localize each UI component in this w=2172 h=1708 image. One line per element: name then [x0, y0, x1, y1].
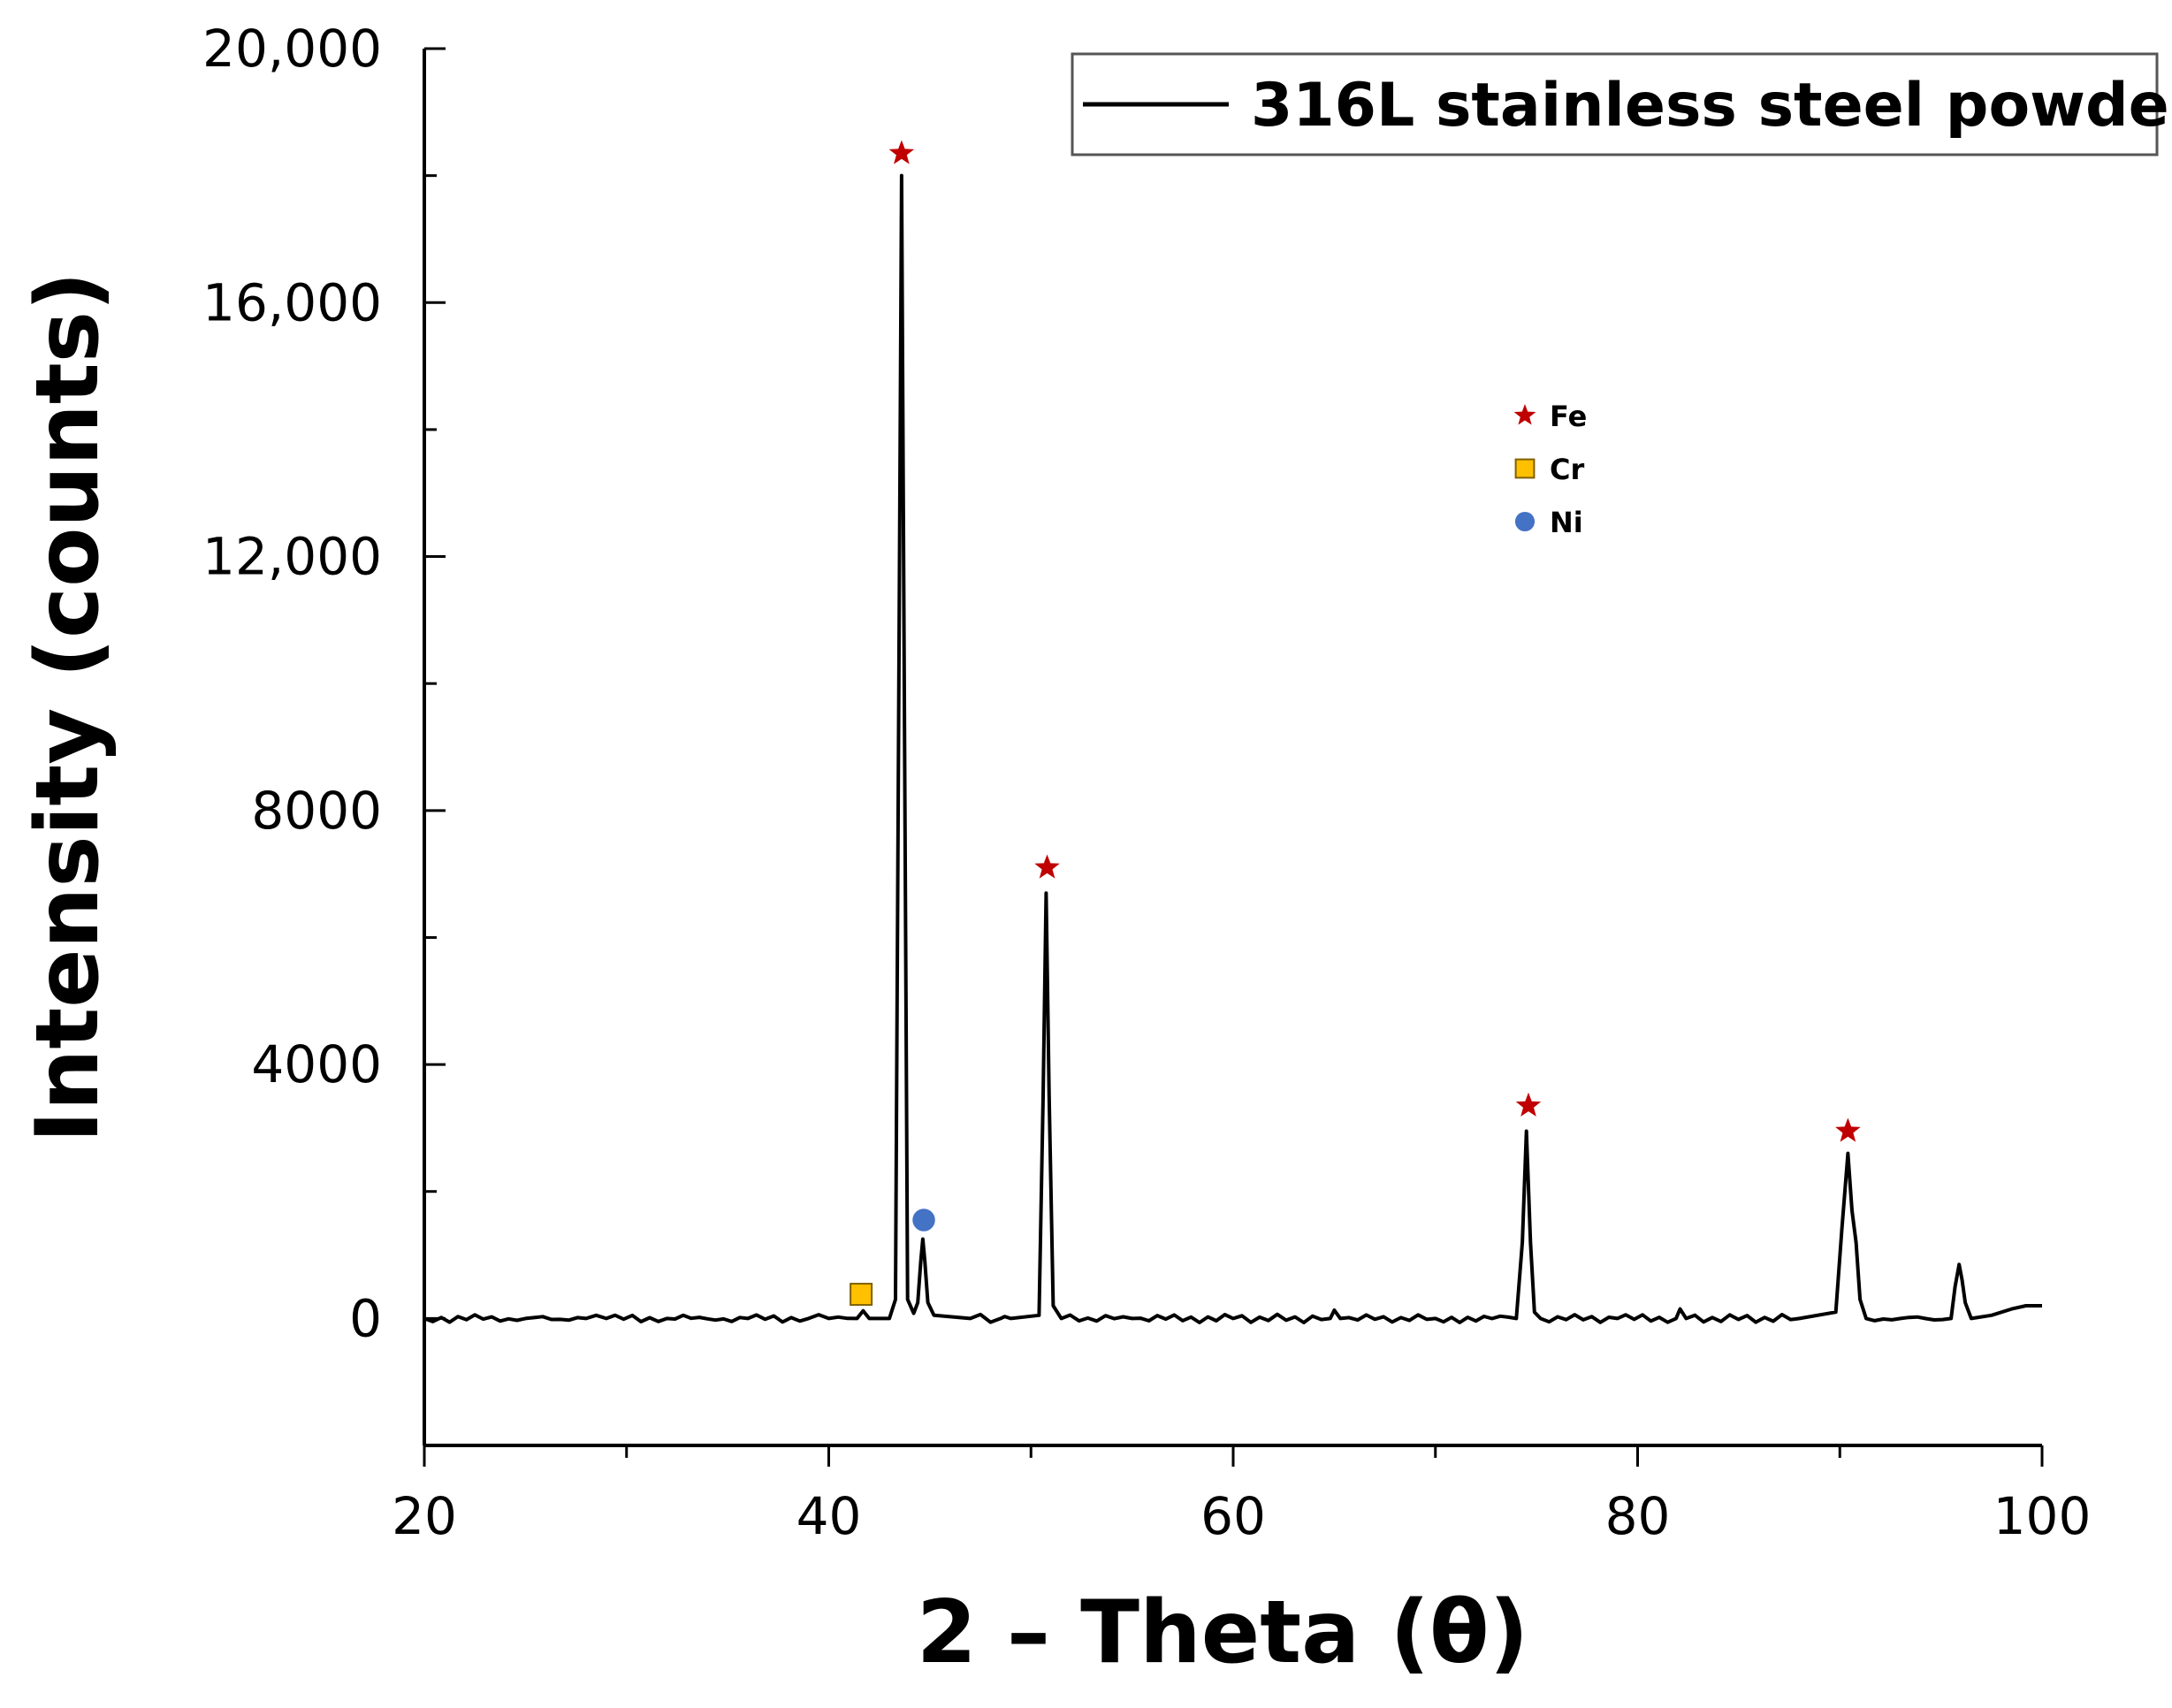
- peak-marker-fe-star: [888, 140, 915, 164]
- key-ni-circle-icon: [1514, 511, 1536, 532]
- y-tick-label: 20,000: [202, 19, 382, 79]
- y-tick-label: 4000: [251, 1034, 382, 1094]
- y-tick-label: 16,000: [202, 272, 382, 332]
- legend-box: [1071, 52, 2159, 156]
- key-label-ni: Ni: [1550, 506, 1583, 539]
- tick-labels: 20 40 60 80 100 0 4000 8000 12,000 16,000 20,000: [202, 19, 2091, 1546]
- axes: [423, 49, 2042, 1447]
- peak-marker-ni-circle: [912, 1209, 935, 1231]
- peak-marker-fe-star: [1835, 1117, 1861, 1142]
- y-tick-label: 0: [349, 1288, 382, 1348]
- x-tick-label: 60: [1200, 1486, 1266, 1546]
- phase-key: Fe Cr Ni: [1513, 400, 1587, 539]
- peak-markers: [850, 140, 1861, 1307]
- x-tick-label: 80: [1605, 1486, 1671, 1546]
- x-tick-label: 40: [796, 1486, 862, 1546]
- key-label-fe: Fe: [1550, 400, 1587, 433]
- peak-marker-cr-square: [850, 1283, 873, 1307]
- legend-series-label: 316L stainless steel powder: [1251, 71, 2172, 141]
- series-line-0: [423, 173, 2042, 1324]
- key-fe-star-icon: [1513, 404, 1536, 425]
- peak-marker-fe-star: [1515, 1092, 1542, 1117]
- tick-marks: [423, 47, 2044, 1467]
- peak-marker-fe-star: [1034, 854, 1060, 879]
- key-label-cr: Cr: [1550, 453, 1584, 486]
- series-layer: [423, 173, 2042, 1324]
- key-cr-square-icon: [1514, 458, 1536, 479]
- x-tick-label: 100: [1993, 1486, 2092, 1546]
- y-axis-title: Intensity (counts): [18, 271, 118, 1143]
- x-tick-label: 20: [392, 1486, 457, 1546]
- axis-titles: 2 – Theta (θ) Intensity (counts): [18, 271, 1528, 1683]
- y-tick-label: 8000: [251, 781, 382, 841]
- legend: 316L stainless steel powder: [1071, 52, 2172, 156]
- y-tick-label: 12,000: [202, 527, 382, 587]
- x-axis-title: 2 – Theta (θ): [917, 1582, 1529, 1683]
